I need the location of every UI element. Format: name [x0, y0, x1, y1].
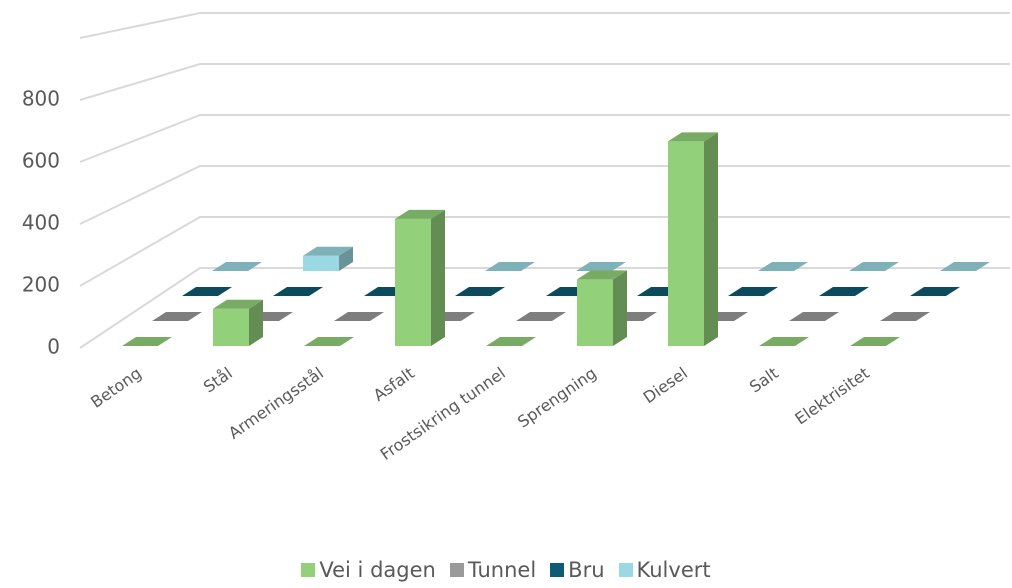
- bar: [455, 287, 505, 296]
- bar: [273, 287, 323, 296]
- bar-side: [431, 209, 445, 346]
- grid-line: [79, 114, 1010, 163]
- bar-front: [668, 141, 704, 346]
- legend-item: Tunnel: [449, 558, 537, 582]
- x-tick-label: Asfalt: [370, 363, 418, 405]
- bar: [334, 312, 384, 321]
- bar-side: [339, 246, 353, 271]
- bar-top: [486, 337, 536, 346]
- legend-item: Kulvert: [618, 558, 711, 582]
- bar: [576, 262, 626, 271]
- bar-front: [395, 218, 431, 346]
- bar-top: [122, 337, 172, 346]
- bar-top: [152, 312, 202, 321]
- bar: [789, 312, 839, 321]
- bar-side: [249, 299, 263, 346]
- bar: [819, 287, 869, 296]
- bar: [213, 299, 263, 346]
- x-tick-label: Armeringsstål: [225, 363, 327, 442]
- bar-top: [576, 262, 626, 271]
- bar-top: [789, 312, 839, 321]
- x-tick-label: Diesel: [640, 363, 691, 407]
- legend-label: Tunnel: [467, 558, 537, 582]
- bar-top: [850, 337, 900, 346]
- bar-top: [213, 299, 263, 309]
- bar-top: [304, 337, 354, 346]
- bar: [910, 287, 960, 296]
- bar-front: [213, 308, 249, 346]
- y-tick-label: 400: [22, 211, 60, 235]
- bar: [577, 270, 627, 346]
- bar: [395, 209, 445, 346]
- bar-top: [485, 262, 535, 271]
- bar-front: [303, 255, 339, 271]
- bar-side: [613, 270, 627, 346]
- x-tick-label: Salt: [746, 363, 782, 396]
- legend-item: Bru: [550, 558, 605, 582]
- bar-top: [849, 262, 899, 271]
- bar-top: [395, 209, 445, 219]
- legend-swatch: [550, 563, 565, 577]
- bar-top: [212, 262, 262, 271]
- legend-swatch: [301, 563, 316, 577]
- bar: [212, 262, 262, 271]
- bar-top: [880, 312, 930, 321]
- bar-top: [910, 287, 960, 296]
- bar: [850, 337, 900, 346]
- bar: [152, 312, 202, 321]
- bar: [516, 312, 566, 321]
- bar-top: [577, 270, 627, 280]
- bar: [182, 287, 232, 296]
- legend-swatch: [449, 563, 464, 577]
- y-tick-label: 200: [22, 273, 60, 297]
- bar: [940, 262, 990, 271]
- grid-line: [79, 165, 1010, 225]
- grid-line: [79, 267, 1010, 349]
- bar-top: [759, 337, 809, 346]
- legend-label: Bru: [568, 558, 605, 582]
- legend-swatch: [618, 563, 633, 577]
- bar-top: [334, 312, 384, 321]
- x-tick-label: Stål: [200, 363, 236, 396]
- legend-item: Vei i dagen: [301, 558, 436, 582]
- bar: [759, 337, 809, 346]
- bar-top: [182, 287, 232, 296]
- bar-top: [728, 287, 778, 296]
- bar-top: [516, 312, 566, 321]
- bar-side: [704, 132, 718, 346]
- grid-line: [79, 216, 1010, 287]
- bar-top: [455, 287, 505, 296]
- bar: [758, 262, 808, 271]
- x-tick-label: Sprengning: [514, 363, 600, 431]
- bar-top: [273, 287, 323, 296]
- legend: Vei i dagen Tunnel Bru Kulvert: [0, 558, 1012, 582]
- bar: [668, 132, 718, 346]
- legend-label: Vei i dagen: [319, 558, 436, 582]
- y-tick-label: 0: [47, 335, 60, 359]
- bar: [880, 312, 930, 321]
- bar: [122, 337, 172, 346]
- bar-top: [303, 246, 353, 256]
- bar-top: [940, 262, 990, 271]
- bar: [303, 246, 353, 271]
- bar-top: [668, 132, 718, 142]
- bar-front: [577, 279, 613, 346]
- x-tick-label: Elektrisitet: [791, 363, 872, 428]
- legend-label: Kulvert: [636, 558, 711, 582]
- bar: [485, 262, 535, 271]
- grid-line: [79, 12, 1010, 39]
- bar: [304, 337, 354, 346]
- y-tick-label: 800: [22, 87, 60, 111]
- bar: [849, 262, 899, 271]
- bar-top: [819, 287, 869, 296]
- y-tick-label: 600: [22, 149, 60, 173]
- bar-top: [758, 262, 808, 271]
- grid-line: [79, 63, 1010, 101]
- bar: [728, 287, 778, 296]
- x-tick-label: Betong: [87, 363, 145, 411]
- bar: [486, 337, 536, 346]
